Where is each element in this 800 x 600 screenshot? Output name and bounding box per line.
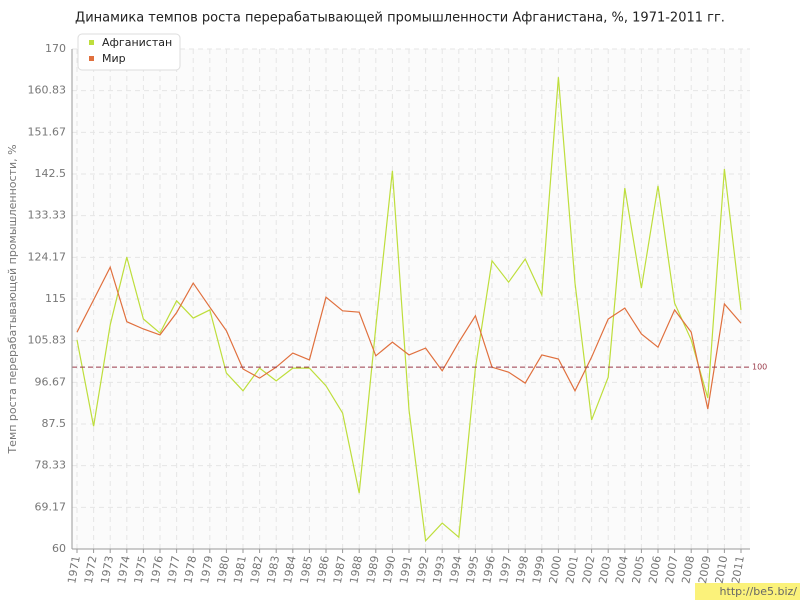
series-line xyxy=(76,265,742,410)
x-tick-label: 2007 xyxy=(663,555,681,585)
series-line xyxy=(76,77,742,543)
y-tick-label: 69.17 xyxy=(35,500,67,513)
x-tick-label: 1993 xyxy=(430,555,448,585)
chart-title: Динамика темпов роста перерабатывающей п… xyxy=(75,11,725,26)
x-tick-label: 1980 xyxy=(215,555,233,585)
x-tick-label: 2005 xyxy=(630,555,648,585)
x-tick-label: 2004 xyxy=(613,555,631,585)
x-tick-label: 1971 xyxy=(65,555,83,585)
x-tick-label: 1998 xyxy=(513,555,531,585)
y-tick-label: 96.67 xyxy=(35,375,67,388)
x-tick-label: 1977 xyxy=(165,555,183,585)
y-tick-label: 151.67 xyxy=(28,125,67,138)
x-tick-label: 1979 xyxy=(198,555,216,585)
x-tick-label: 2000 xyxy=(547,555,565,585)
x-tick-label: 1972 xyxy=(82,555,100,585)
legend-label: Афганистан xyxy=(102,36,172,49)
reference-label: 100 xyxy=(752,363,767,372)
legend-swatch xyxy=(89,56,94,61)
y-tick-label: 142.5 xyxy=(35,167,67,180)
x-tick-label: 1990 xyxy=(381,555,399,585)
y-axis-label: Темп роста перерабатывающей промышленнос… xyxy=(6,144,19,454)
x-tick-label: 1994 xyxy=(447,555,465,585)
x-tick-label: 1984 xyxy=(281,555,299,585)
watermark: http://be5.biz/ xyxy=(720,585,798,598)
legend-swatch xyxy=(89,40,94,45)
legend-box xyxy=(77,33,181,71)
x-tick-label: 1973 xyxy=(98,555,116,585)
y-tick-label: 78.33 xyxy=(35,459,67,472)
y-tick-label: 87.5 xyxy=(42,417,67,430)
x-tick-label: 1976 xyxy=(148,555,166,585)
x-tick-label: 2008 xyxy=(679,555,697,585)
x-tick-label: 1986 xyxy=(314,555,332,585)
x-tick-label: 1992 xyxy=(414,555,432,585)
legend-label: Мир xyxy=(102,52,126,65)
x-tick-label: 2003 xyxy=(596,555,614,585)
x-tick-label: 1978 xyxy=(181,555,199,585)
y-tick-label: 170 xyxy=(45,42,66,55)
legend: Афганистан Мир xyxy=(77,33,181,71)
grid xyxy=(72,48,750,550)
x-tick-label: 2011 xyxy=(729,555,747,585)
x-tick-label: 1985 xyxy=(298,555,316,585)
x-tick-label: 1996 xyxy=(480,555,498,585)
x-tick-label: 2001 xyxy=(563,555,581,585)
y-tick-label: 160.83 xyxy=(28,84,67,97)
y-tick-label: 60 xyxy=(52,542,66,555)
x-tick-label: 1991 xyxy=(397,555,415,585)
y-tick-label: 115 xyxy=(45,292,66,305)
x-tick-label: 1987 xyxy=(331,555,349,585)
x-tick-label: 1982 xyxy=(248,555,266,585)
x-tick-label: 2002 xyxy=(580,555,598,585)
x-tick-label: 1975 xyxy=(132,555,150,585)
x-tick-label: 1988 xyxy=(347,555,365,585)
x-tick-label: 1989 xyxy=(364,555,382,585)
watermark-bg xyxy=(695,583,800,600)
marks xyxy=(72,77,750,543)
x-tick-label: 1981 xyxy=(231,555,249,585)
y-tick-label: 124.17 xyxy=(28,250,67,263)
y-tick-label: 105.83 xyxy=(28,334,67,347)
x-tick-label: 1995 xyxy=(464,555,482,585)
x-tick-label: 2009 xyxy=(696,555,714,585)
x-tick-label: 2010 xyxy=(713,555,731,585)
y-tick-label: 133.33 xyxy=(28,209,67,222)
x-tick-label: 1974 xyxy=(115,555,133,585)
x-tick-label: 1997 xyxy=(497,555,515,585)
x-tick-label: 1983 xyxy=(264,555,282,585)
x-tick-label: 2006 xyxy=(646,555,664,585)
x-tick-label: 1999 xyxy=(530,555,548,585)
